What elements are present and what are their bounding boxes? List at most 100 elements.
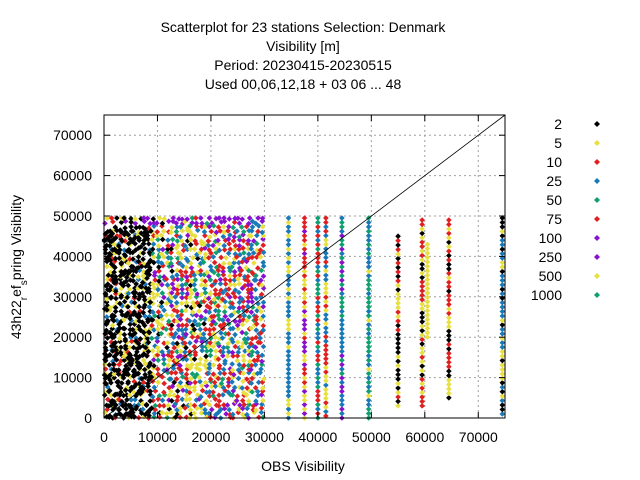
data-point — [446, 315, 452, 321]
data-point — [178, 276, 185, 283]
data-point — [236, 242, 243, 249]
data-point — [315, 281, 321, 288]
data-point — [260, 397, 266, 404]
data-point — [149, 322, 155, 329]
data-point — [259, 218, 266, 225]
data-point — [323, 382, 329, 388]
data-point — [197, 260, 204, 267]
data-point — [187, 282, 194, 289]
data-point — [105, 272, 112, 279]
data-point — [231, 269, 238, 275]
data-point — [424, 272, 431, 279]
data-point — [315, 370, 321, 377]
data-point — [285, 290, 292, 297]
data-point — [222, 360, 228, 367]
data-point — [196, 396, 202, 402]
data-point — [202, 407, 208, 413]
data-point — [191, 387, 198, 394]
data-point — [339, 384, 345, 390]
data-point — [173, 299, 180, 306]
data-point — [188, 278, 195, 284]
data-point — [174, 255, 181, 262]
data-point — [241, 392, 247, 399]
data-point — [285, 259, 292, 266]
data-point — [113, 412, 119, 419]
data-point — [315, 344, 321, 350]
data-point — [116, 255, 123, 262]
data-point — [156, 264, 162, 270]
data-point — [120, 392, 127, 399]
data-point — [315, 241, 321, 248]
data-point — [152, 402, 159, 409]
data-point — [133, 338, 139, 344]
data-point — [229, 392, 236, 398]
data-point — [499, 379, 506, 386]
data-point — [134, 349, 140, 355]
data-point — [231, 384, 238, 391]
data-point — [258, 277, 264, 284]
data-point — [446, 248, 452, 254]
data-point — [177, 405, 184, 411]
data-point — [227, 277, 233, 284]
data-point — [235, 375, 242, 382]
data-point — [339, 317, 345, 324]
data-point — [127, 277, 134, 283]
data-point — [301, 246, 308, 252]
data-point — [248, 290, 254, 296]
data-point — [217, 322, 224, 329]
data-point — [285, 224, 292, 230]
data-point — [419, 239, 425, 245]
data-point — [255, 265, 261, 271]
data-point — [187, 351, 193, 358]
data-point — [446, 350, 452, 357]
data-point — [184, 392, 190, 398]
data-point — [245, 347, 252, 354]
data-point — [222, 298, 228, 305]
data-point — [234, 339, 241, 345]
data-point — [132, 330, 138, 337]
data-point — [132, 396, 138, 403]
data-point — [323, 215, 329, 221]
data-point — [365, 317, 372, 324]
data-point — [212, 334, 219, 341]
data-point — [194, 405, 200, 412]
data-point — [211, 326, 217, 332]
data-point — [499, 228, 506, 235]
data-point — [252, 384, 259, 391]
data-point — [112, 288, 119, 295]
data-point — [395, 318, 401, 324]
data-point — [174, 397, 180, 404]
data-point — [147, 308, 154, 315]
data-point — [233, 397, 240, 404]
data-point — [365, 304, 372, 310]
data-point — [144, 387, 151, 394]
data-point — [112, 255, 119, 262]
data-point — [136, 360, 142, 367]
data-point — [126, 344, 133, 351]
data-point — [188, 290, 195, 297]
data-point — [238, 224, 245, 230]
data-point — [260, 242, 267, 249]
data-point — [146, 249, 153, 256]
data-point — [285, 361, 292, 368]
data-point — [199, 344, 206, 350]
data-point — [212, 287, 219, 293]
data-point — [419, 345, 425, 352]
data-point — [183, 303, 190, 309]
data-point — [260, 285, 267, 292]
y-axis-label-sub: r — [19, 296, 30, 300]
data-point — [152, 406, 158, 413]
data-point — [499, 357, 506, 364]
data-point — [339, 277, 345, 284]
data-point — [203, 389, 210, 396]
data-point — [260, 313, 267, 320]
data-point — [256, 223, 262, 229]
data-point — [140, 379, 147, 386]
data-point — [231, 371, 237, 378]
data-point — [107, 352, 113, 358]
data-point — [164, 340, 171, 346]
data-point — [155, 357, 161, 363]
data-point — [168, 249, 174, 256]
data-point — [109, 348, 116, 354]
data-point — [168, 229, 174, 236]
